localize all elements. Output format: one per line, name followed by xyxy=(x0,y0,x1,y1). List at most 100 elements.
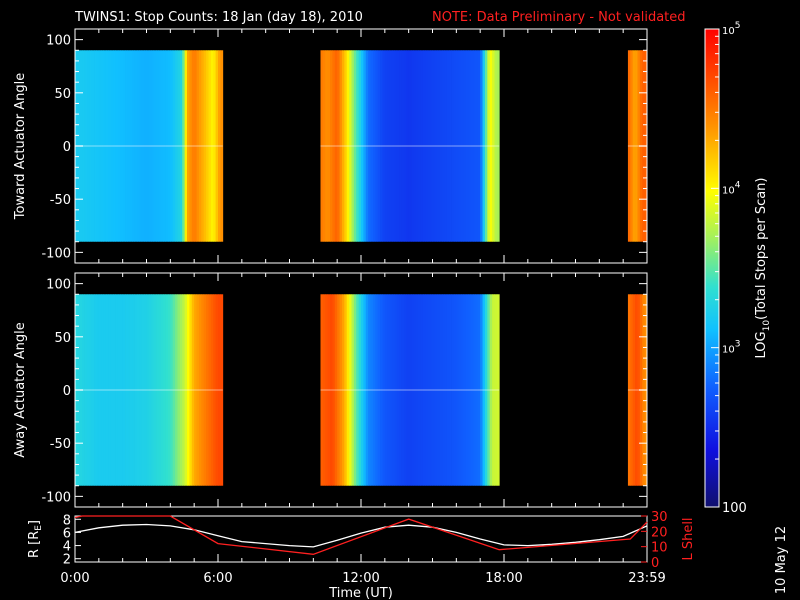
toward-heatmap-cell xyxy=(630,50,634,242)
away-heatmap-cell xyxy=(153,294,157,486)
toward-heatmap-cell xyxy=(84,50,88,242)
l-ytick-label: 0 xyxy=(651,556,659,571)
away-heatmap-cell xyxy=(132,294,135,486)
away-heatmap-cell xyxy=(384,294,388,486)
toward-heatmap-cell xyxy=(101,50,104,242)
away-heatmap-cell xyxy=(194,294,197,486)
away-heatmap-cell xyxy=(358,294,362,486)
toward-heatmap-cell xyxy=(377,50,381,242)
toward-heatmap-cell xyxy=(134,50,138,242)
toward-heatmap-cell xyxy=(439,50,443,242)
away-heatmap-cell xyxy=(208,294,212,486)
away-heatmap-cell xyxy=(446,294,450,486)
time-axis-label: Time (UT) xyxy=(328,586,393,600)
toward-heatmap-cell xyxy=(158,50,162,242)
away-heatmap-cell xyxy=(484,294,488,486)
away-heatmap-cell xyxy=(391,294,395,486)
toward-heatmap-cell xyxy=(322,50,326,242)
toward-heatmap-cell xyxy=(458,50,462,242)
away-heatmap-cell xyxy=(101,294,104,486)
toward-heatmap-cell xyxy=(125,50,128,242)
away-heatmap-cell xyxy=(179,294,183,486)
away-ytick-label: -100 xyxy=(41,490,71,505)
toward-heatmap-cell xyxy=(184,50,188,242)
away-heatmap-cell xyxy=(187,294,190,486)
toward-heatmap-cell xyxy=(89,50,93,242)
away-heatmap-cell xyxy=(463,294,467,486)
toward-heatmap-cell xyxy=(210,50,214,242)
away-heatmap-cell xyxy=(175,294,178,486)
toward-heatmap-cell xyxy=(132,50,135,242)
toward-heatmap-cell xyxy=(403,50,407,242)
away-heatmap-cell xyxy=(353,294,357,486)
time-xtick-label: 6:00 xyxy=(203,571,232,586)
away-heatmap-cell xyxy=(196,294,200,486)
away-heatmap-cell xyxy=(220,294,224,486)
away-ylabel: Away Actuator Angle xyxy=(13,322,28,457)
colorbar: 105 104 103 100 LOG10(Total Stops per Scan) xyxy=(704,21,772,516)
away-heatmap-cell xyxy=(372,294,376,486)
toward-heatmap-cell xyxy=(449,50,452,242)
colorbar-ticks: 105 104 103 100 xyxy=(711,21,747,516)
toward-heatmap-cell xyxy=(370,50,374,242)
toward-heatmap-cell xyxy=(206,50,209,242)
l-shell-line xyxy=(74,515,648,555)
away-heatmap-cell xyxy=(177,294,181,486)
away-heatmap-cell xyxy=(425,294,429,486)
away-heatmap-cell xyxy=(482,294,486,486)
toward-heatmap-cell xyxy=(361,50,364,242)
toward-heatmap-cell xyxy=(420,50,424,242)
away-heatmap-cell xyxy=(461,294,464,486)
toward-heatmap-cell xyxy=(637,50,641,242)
toward-heatmap-cell xyxy=(627,50,631,242)
away-heatmap-cell xyxy=(191,294,195,486)
away-heatmap-cell xyxy=(411,294,414,486)
away-heatmap-cell xyxy=(361,294,364,486)
away-heatmap-cell xyxy=(86,294,90,486)
away-heatmap-cell xyxy=(210,294,214,486)
toward-heatmap-cell xyxy=(434,50,438,242)
toward-heatmap-cell xyxy=(365,50,369,242)
away-heatmap-cell xyxy=(635,294,638,486)
away-heatmap-cell xyxy=(341,294,345,486)
away-heatmap-cell xyxy=(465,294,469,486)
toward-heatmap-cell xyxy=(189,50,193,242)
toward-heatmap-cell xyxy=(110,50,114,242)
away-heatmap-cell xyxy=(418,294,421,486)
away-heatmap-cell xyxy=(146,294,150,486)
r-ytick-label: 8 xyxy=(63,513,71,528)
preliminary-note: NOTE: Data Preliminary - Not validated xyxy=(432,10,686,25)
away-heatmap-cell xyxy=(420,294,424,486)
toward-heatmap-cell xyxy=(356,50,360,242)
away-heatmap-cell xyxy=(439,294,443,486)
away-heatmap-cell xyxy=(444,294,448,486)
l-shell-axis-label: L Shell xyxy=(681,517,696,560)
toward-heatmap-cell xyxy=(320,50,324,242)
toward-heatmap-cell xyxy=(175,50,178,242)
toward-heatmap-cell xyxy=(327,50,331,242)
away-heatmap-cell xyxy=(437,294,441,486)
away-heatmap-cell xyxy=(156,294,159,486)
away-heatmap-cell xyxy=(330,294,333,486)
toward-heatmap-cell xyxy=(339,50,343,242)
time-xtick-label: 23:59 xyxy=(628,571,665,586)
toward-heatmap-cell xyxy=(82,50,85,242)
away-heatmap-cell xyxy=(368,294,371,486)
toward-heatmap-cell xyxy=(473,50,476,242)
toward-heatmap-cell xyxy=(418,50,421,242)
away-heatmap-cell xyxy=(382,294,386,486)
away-heatmap-cell xyxy=(377,294,381,486)
toward-heatmap-cell xyxy=(401,50,405,242)
toward-heatmap-cell xyxy=(465,50,469,242)
toward-heatmap-cell xyxy=(635,50,638,242)
toward-heatmap-cell xyxy=(96,50,100,242)
toward-heatmap-cell xyxy=(215,50,219,242)
away-heatmap-cell xyxy=(125,294,128,486)
away-heatmap-cell xyxy=(408,294,412,486)
away-heatmap-cell xyxy=(84,294,88,486)
toward-heatmap-cell xyxy=(151,50,155,242)
toward-heatmap-cell xyxy=(201,50,205,242)
toward-heatmap-cell xyxy=(218,50,221,242)
toward-heatmap-cell xyxy=(194,50,197,242)
